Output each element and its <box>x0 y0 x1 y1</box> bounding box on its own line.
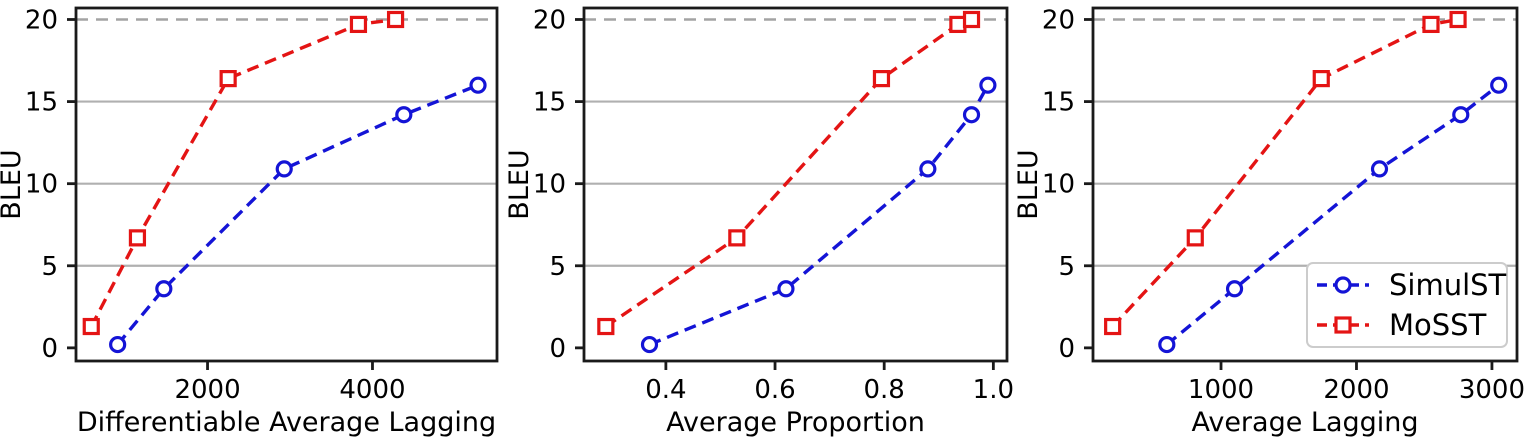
mosst-line <box>604 17 973 328</box>
simulst-marker <box>1158 335 1176 354</box>
mosst-marker <box>962 10 981 29</box>
mosst-marker <box>1422 15 1440 34</box>
series-mosst <box>597 10 981 336</box>
y-tick-label: 10 <box>1042 170 1075 200</box>
mosst-marker <box>728 229 746 247</box>
series-mosst <box>1104 10 1467 336</box>
mosst-marker <box>1449 10 1467 29</box>
legend-label: SimulST <box>1389 268 1507 302</box>
mosst-marker <box>1312 69 1330 88</box>
x-axis-label: Average Lagging <box>1191 407 1418 438</box>
y-tick-label: 0 <box>549 334 566 364</box>
simulst-marker <box>979 76 997 94</box>
y-tick-label: 10 <box>533 170 566 200</box>
y-tick-label: 10 <box>25 170 58 200</box>
series-simulst <box>109 76 487 354</box>
x-tick-label: 3000 <box>1459 375 1525 405</box>
x-tick-label: 1.0 <box>973 375 1014 405</box>
simulst-marker <box>109 335 127 354</box>
simulst-marker <box>275 160 293 178</box>
y-tick-label: 15 <box>1042 88 1075 118</box>
simulst-marker <box>777 280 795 298</box>
y-tick-label: 20 <box>533 5 566 35</box>
mosst-marker <box>219 69 237 88</box>
simulst-marker <box>1225 280 1244 298</box>
simulst-marker <box>395 106 413 124</box>
mosst-marker <box>597 317 615 336</box>
legend: SimulST MoSST <box>1306 262 1508 348</box>
simulst-marker <box>469 76 487 94</box>
mosst-marker <box>82 317 100 336</box>
y-tick-label: 5 <box>41 252 58 282</box>
y-axis-label: BLEU <box>1013 149 1044 219</box>
x-tick-label: 2000 <box>1323 375 1389 405</box>
y-tick-label: 5 <box>1058 252 1075 282</box>
y-tick-label: 20 <box>25 5 58 35</box>
simulst-marker <box>640 335 659 354</box>
series-simulst <box>1158 76 1508 354</box>
x-axis-label: Differentiable Average Lagging <box>77 407 496 438</box>
series-mosst <box>82 10 405 336</box>
x-tick-label: 0.4 <box>645 375 686 405</box>
y-tick-label: 0 <box>41 334 58 364</box>
chart-panel-al: 0 5 10 15 20 1000 2000 3000 Average Lagging BLEU S… <box>1013 5 1525 438</box>
simulst-marker <box>1370 160 1389 178</box>
simulst-marker <box>919 160 937 178</box>
x-tick-label: 1000 <box>1188 375 1254 405</box>
legend-label: MoSST <box>1389 308 1487 342</box>
x-axis-label: Average Proportion <box>666 407 925 438</box>
x-tick-label: 0.6 <box>754 375 795 405</box>
y-tick-label: 5 <box>549 252 566 282</box>
legend-simulst-marker <box>1334 276 1352 294</box>
mosst-marker <box>1186 229 1204 247</box>
chart-panel-ap: 0 5 10 15 20 0.4 0.6 0.8 1.0 Average Proportion BL… <box>504 5 1014 438</box>
x-tick-label: 0.8 <box>864 375 905 405</box>
x-tick-label: 2000 <box>174 375 240 405</box>
x-tick-label: 4000 <box>339 375 405 405</box>
y-tick-label: 0 <box>1058 334 1075 364</box>
series-simulst <box>640 76 997 354</box>
simulst-marker <box>155 280 173 298</box>
mosst-marker <box>128 229 147 247</box>
mosst-marker <box>386 10 405 29</box>
simulst-line <box>648 84 990 347</box>
mosst-marker <box>949 15 967 34</box>
simulst-marker <box>1490 76 1508 94</box>
simulst-marker <box>962 106 981 124</box>
y-tick-label: 20 <box>1042 5 1075 35</box>
y-axis-label: BLEU <box>504 149 535 219</box>
y-tick-label: 15 <box>533 88 566 118</box>
mosst-marker <box>1104 317 1122 336</box>
mosst-marker <box>349 15 368 34</box>
legend-mosst-marker <box>1334 316 1352 334</box>
y-tick-label: 15 <box>25 88 58 118</box>
simulst-marker <box>1452 106 1470 124</box>
mosst-line <box>89 17 396 328</box>
mosst-marker <box>872 69 891 88</box>
simulst-line <box>116 83 479 346</box>
y-axis-label: BLEU <box>0 149 27 219</box>
